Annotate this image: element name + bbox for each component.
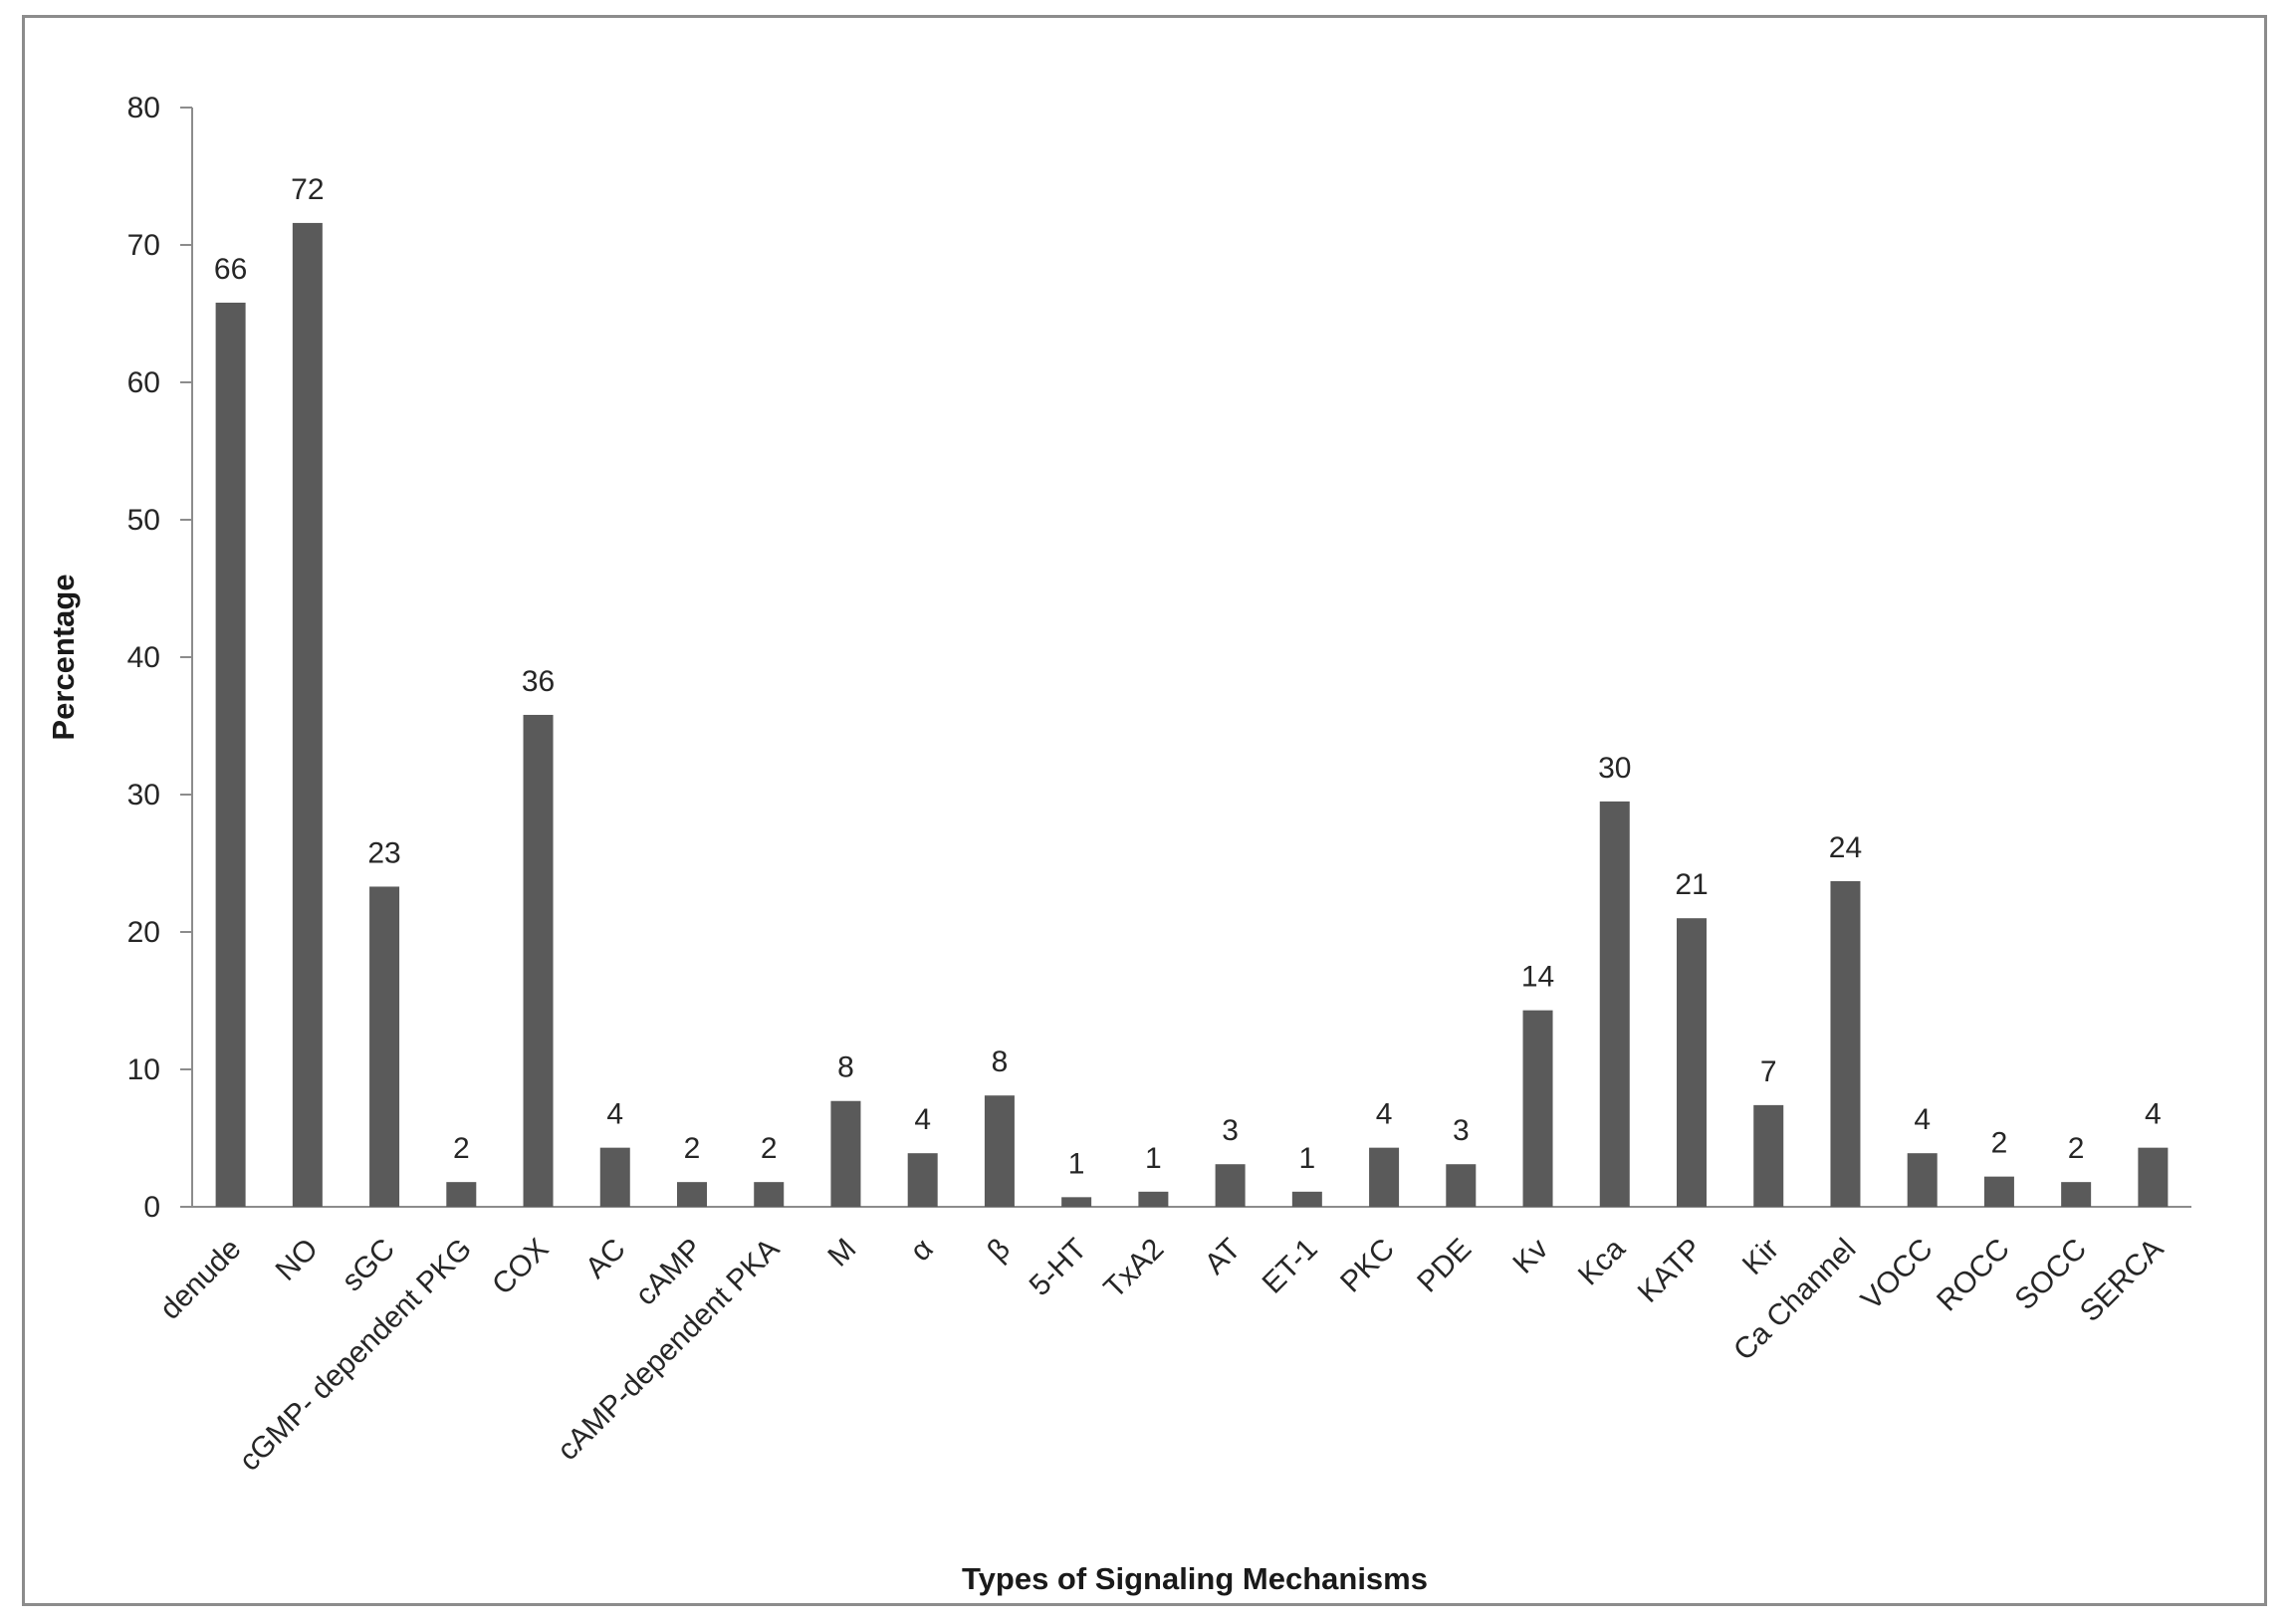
y-tick-label: 40 (127, 641, 160, 674)
bar (523, 714, 554, 1207)
bar (1753, 1104, 1784, 1207)
bar (292, 222, 323, 1208)
data-label: 2 (1991, 1127, 2008, 1160)
data-label: 3 (1453, 1114, 1470, 1147)
data-label: 72 (291, 173, 324, 206)
category-label: ET-1 (1257, 1233, 1324, 1300)
bar (446, 1182, 477, 1207)
bar (599, 1147, 630, 1207)
y-axis: 0 10 20 30 40 50 60 70 80 (127, 92, 193, 1224)
y-tick-label: 80 (127, 92, 160, 124)
data-label: 1 (1299, 1142, 1316, 1175)
bar (1599, 801, 1630, 1207)
category-label: β (981, 1233, 1017, 1269)
bar (907, 1153, 938, 1207)
category-label: ROCC (1931, 1233, 2016, 1318)
data-label: 2 (453, 1132, 470, 1165)
bar (677, 1182, 707, 1207)
data-label: 36 (522, 665, 555, 698)
data-label: 4 (1376, 1098, 1393, 1131)
category-label: Kca (1572, 1232, 1632, 1291)
data-label: 30 (1598, 752, 1631, 785)
category-label: M (821, 1233, 862, 1274)
bar (984, 1095, 1015, 1207)
bar (1215, 1164, 1246, 1207)
bar (1983, 1176, 2014, 1207)
category-label: sGC (336, 1233, 401, 1298)
data-label: 14 (1521, 961, 1554, 994)
data-label: 3 (1222, 1114, 1239, 1147)
y-tick-label: 60 (127, 366, 160, 399)
x-axis-title: Types of Signaling Mechanisms (962, 1561, 1428, 1596)
data-label: 8 (837, 1051, 854, 1084)
data-label: 24 (1829, 831, 1862, 864)
y-tick-label: 70 (127, 229, 160, 262)
category-label: VOCC (1855, 1233, 1940, 1317)
bar (1522, 1010, 1553, 1207)
category-label: denude (153, 1233, 247, 1326)
bar (215, 302, 246, 1208)
y-tick-label: 30 (127, 779, 160, 812)
data-label: 1 (1068, 1147, 1085, 1180)
bars (215, 222, 2169, 1208)
data-label: 23 (367, 836, 400, 869)
data-label: 2 (761, 1132, 778, 1165)
category-label: COX (486, 1233, 555, 1301)
y-tick-label: 10 (127, 1053, 160, 1086)
category-label: NO (270, 1233, 325, 1287)
data-label: 2 (2068, 1132, 2085, 1165)
bar (2138, 1147, 2169, 1207)
data-label: 4 (914, 1103, 931, 1136)
data-label: 4 (1914, 1103, 1931, 1136)
category-label: AT (1199, 1233, 1248, 1281)
category-label: SERCA (2074, 1233, 2170, 1328)
bar (1291, 1191, 1322, 1207)
data-label: 66 (214, 253, 247, 286)
bar (1830, 880, 1861, 1207)
category-label: TxA2 (1097, 1233, 1170, 1305)
data-label: 1 (1145, 1142, 1162, 1175)
y-tick-label: 50 (127, 504, 160, 537)
category-label: PDE (1411, 1233, 1478, 1299)
bar (1446, 1164, 1477, 1207)
data-label: 8 (992, 1045, 1009, 1078)
bar (1677, 918, 1707, 1207)
bar (754, 1182, 785, 1207)
chart-frame (22, 15, 2267, 1606)
bar (2061, 1182, 2092, 1207)
category-label: KATP (1632, 1233, 1709, 1309)
y-axis-title: Percentage (46, 574, 81, 740)
bar (1907, 1153, 1938, 1207)
bar (1061, 1197, 1092, 1207)
bar (830, 1100, 861, 1207)
category-label: Kv (1506, 1233, 1554, 1280)
data-label: 2 (684, 1132, 701, 1165)
data-label: 4 (2145, 1098, 2162, 1131)
category-label: AC (579, 1233, 632, 1285)
bar (1138, 1191, 1169, 1207)
category-label: Kir (1736, 1233, 1785, 1281)
data-label: 21 (1675, 868, 1708, 901)
data-label: 7 (1760, 1055, 1777, 1088)
category-label: 5-HT (1024, 1233, 1093, 1302)
data-label: 4 (606, 1098, 623, 1131)
y-tick-label: 0 (143, 1191, 160, 1224)
bar (369, 886, 400, 1207)
category-label: PKC (1334, 1233, 1401, 1299)
y-tick-label: 20 (127, 916, 160, 949)
category-label: α (904, 1233, 940, 1269)
bar (1369, 1147, 1400, 1207)
